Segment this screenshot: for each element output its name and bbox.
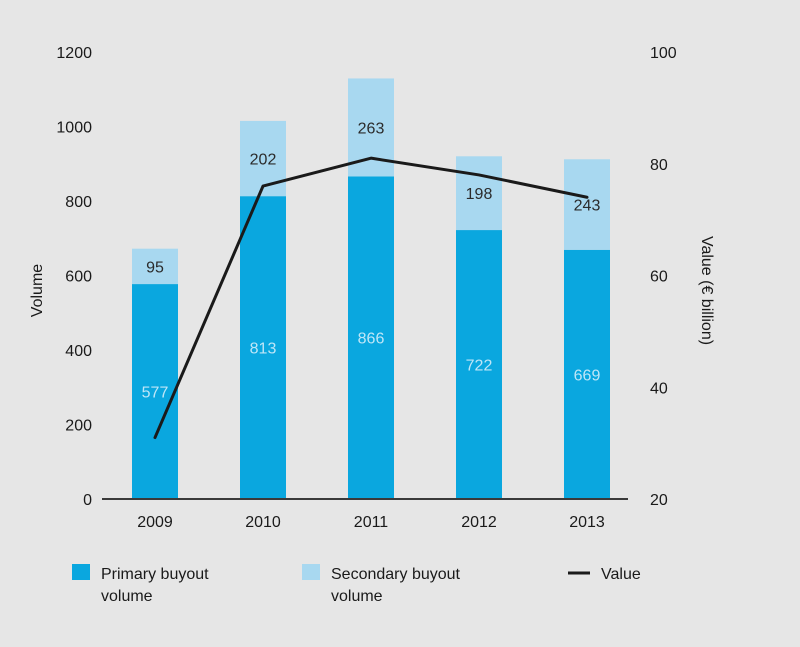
bar-primary-buyout	[456, 230, 502, 499]
bar-primary-value-label: 813	[250, 341, 277, 358]
bar-primary-buyout	[564, 249, 610, 499]
y-right-axis-title: Value (€ billion)	[698, 236, 715, 345]
bar-secondary-value-label: 263	[358, 120, 385, 137]
legend-label: volume	[331, 588, 383, 605]
legend-label: Primary buyout	[101, 566, 209, 583]
y-right-tick-label: 100	[650, 45, 677, 62]
legend-label: volume	[101, 588, 153, 605]
x-tick-label: 2012	[461, 514, 497, 531]
bar-primary-value-label: 866	[358, 331, 385, 348]
y-left-tick-label: 400	[65, 343, 92, 360]
x-tick-label: 2013	[569, 514, 605, 531]
y-left-tick-label: 200	[65, 418, 92, 435]
x-tick-label: 2009	[137, 514, 173, 531]
bar-primary-buyout	[348, 176, 394, 500]
x-tick-label: 2010	[245, 514, 281, 531]
y-right-tick-label: 60	[650, 269, 668, 286]
bar-primary-buyout	[132, 284, 178, 499]
bar-primary-value-label: 577	[142, 385, 169, 402]
y-right-tick-label: 20	[650, 492, 668, 509]
bar-secondary-buyout	[456, 156, 502, 231]
legend-swatch	[302, 564, 320, 580]
y-left-tick-label: 800	[65, 194, 92, 211]
y-left-tick-label: 1000	[56, 120, 92, 137]
y-left-tick-label: 0	[83, 492, 92, 509]
y-left-axis-title: Volume	[29, 264, 46, 317]
bar-secondary-buyout	[564, 159, 610, 250]
bar-secondary-value-label: 95	[146, 259, 164, 276]
bar-secondary-buyout	[132, 248, 178, 285]
value-line	[153, 156, 589, 440]
bar-secondary-value-label: 198	[466, 186, 493, 203]
x-tick-label: 2011	[354, 514, 389, 531]
legend-label: Secondary buyout	[331, 566, 461, 583]
y-right-tick-label: 40	[650, 380, 668, 397]
bar-secondary-value-label: 243	[574, 198, 601, 215]
legend-label: Value	[601, 566, 641, 583]
bar-primary-value-label: 722	[466, 358, 493, 375]
y-left-tick-label: 600	[65, 269, 92, 286]
y-left-tick-label: 1200	[56, 45, 92, 62]
legend-swatch	[72, 564, 90, 580]
bar-primary-buyout	[240, 196, 286, 499]
bar-secondary-value-label: 202	[250, 152, 277, 169]
y-right-tick-label: 80	[650, 157, 668, 174]
bar-primary-value-label: 669	[574, 367, 601, 384]
